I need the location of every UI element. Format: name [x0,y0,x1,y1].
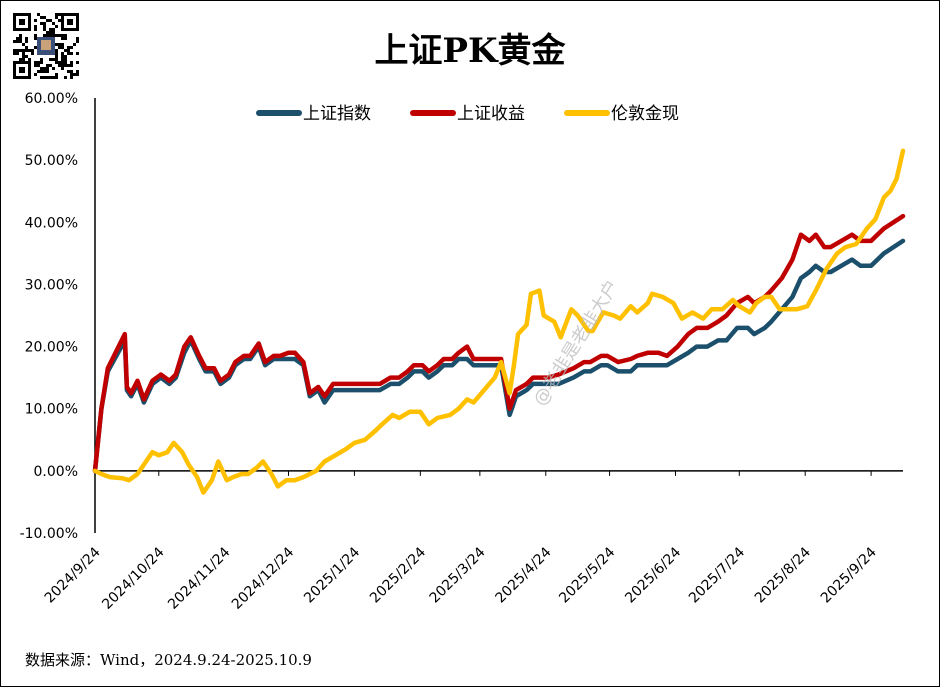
y-tick-label: 50.00% [25,153,78,169]
y-tick-label: 30.00% [25,277,78,293]
x-tick-label: 2025/5/24 [556,544,618,606]
x-tick-label: 2025/7/24 [686,544,748,606]
series-line [92,238,906,474]
y-tick-label: 40.00% [25,215,78,231]
legend-label: 伦敦金现 [611,104,679,124]
y-tick-label: 60.00% [25,91,78,107]
x-tick-label: 2024/11/24 [165,544,233,612]
y-tick-label: 0.00% [34,464,78,480]
y-tick-label: 10.00% [25,402,78,418]
y-tick-label: -10.00% [20,526,78,542]
series-line [92,148,906,495]
x-tick-label: 2025/9/24 [818,544,880,606]
x-tick-label: 2025/1/24 [301,544,363,606]
series-line [92,213,906,474]
x-tick-label: 2025/4/24 [493,544,555,606]
y-tick-label: 20.00% [25,340,78,356]
legend-label: 上证收益 [457,104,525,124]
x-tick-label: 2024/12/24 [229,544,297,612]
x-tick-label: 2025/3/24 [427,544,489,606]
watermark: @老韭是老韭大户 [529,276,623,409]
qr-code-icon [13,13,79,79]
x-tick-label: 2025/2/24 [367,544,429,606]
x-tick-label: 2024/10/24 [99,544,167,612]
x-tick-label: 2025/6/24 [622,544,684,606]
legend-label: 上证指数 [303,104,371,124]
chart-title: 上证PK黄金 [374,31,566,71]
data-source-note: 数据来源：Wind，2024.9.24-2025.10.9 [25,651,312,669]
x-tick-label: 2024/9/24 [42,544,104,606]
x-tick-label: 2025/8/24 [752,544,814,606]
